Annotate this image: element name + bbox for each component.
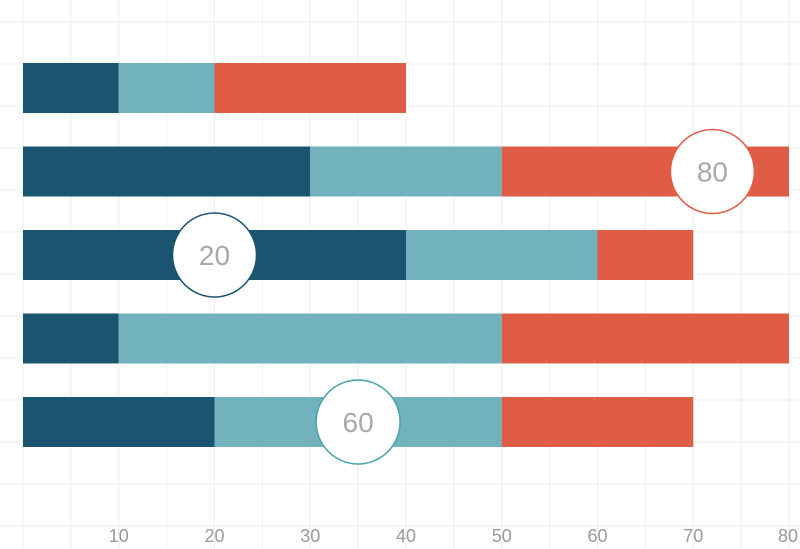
x-tick-label: 10: [109, 526, 129, 546]
value-bubble: 80: [669, 128, 756, 215]
x-tick-label: 80: [778, 526, 798, 546]
bar-segment-row4-series3: [501, 313, 789, 364]
x-axis-tick-labels: 10 20 30 40 50 60 70 80: [109, 526, 798, 546]
value-bubble-label: 60: [343, 407, 374, 438]
bar-segment-row2-series1: [23, 146, 311, 197]
value-bubble: 60: [315, 379, 401, 465]
bar-segment-row2-series2: [310, 146, 502, 197]
bar-segment-row3-series2: [406, 230, 598, 280]
bar-segment-row5-series1: [23, 397, 215, 447]
bar-segment-row4-series1: [23, 313, 119, 364]
x-tick-label: 70: [683, 526, 703, 546]
value-bubble-circle: [669, 128, 756, 215]
value-bubble: 20: [171, 212, 258, 298]
x-tick-label: 40: [396, 526, 416, 546]
bar-segment-row1-series2: [118, 63, 215, 113]
x-tick-label: 30: [300, 526, 320, 546]
bar-segment-row5-series3: [501, 397, 694, 447]
x-tick-label: 50: [492, 526, 512, 546]
bar-segment-row1-series1: [23, 63, 119, 113]
bar-segment-row3-series3: [597, 230, 694, 280]
value-bubble-label: 80: [697, 157, 728, 188]
x-tick-label: 60: [587, 526, 607, 546]
value-bubble-label: 20: [199, 240, 230, 271]
value-bubble-circle: [315, 379, 401, 465]
value-bubbles: 80 20 60: [171, 128, 756, 465]
bar-segment-row1-series3: [214, 63, 406, 113]
x-tick-label: 20: [204, 526, 224, 546]
bar-segment-row4-series2: [118, 313, 502, 364]
value-bubble-circle: [171, 212, 258, 298]
